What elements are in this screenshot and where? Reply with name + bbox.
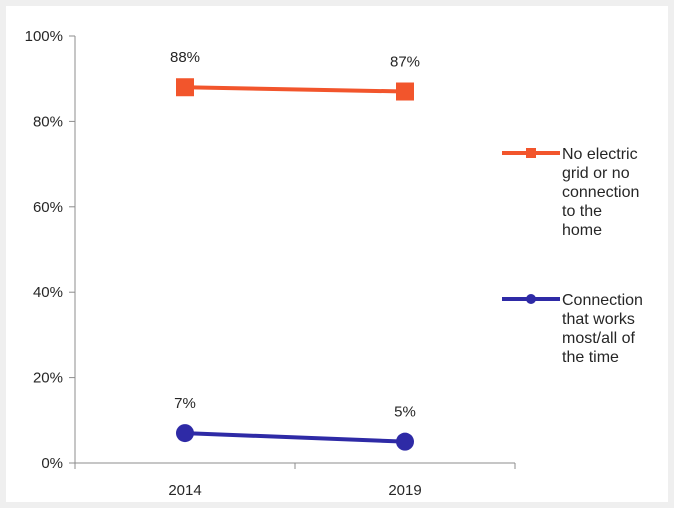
legend-label-line: to the: [562, 203, 602, 220]
series-1: 88% 87%: [170, 49, 420, 101]
data-label: 5%: [394, 404, 416, 421]
legend-label-line: grid or no: [562, 165, 630, 182]
legend-label-line: Connection: [562, 292, 643, 309]
legend-label-line: most/all of: [562, 330, 635, 347]
y-tick-label: 0%: [41, 455, 63, 472]
legend-label-line: that works: [562, 311, 635, 328]
data-point: [176, 78, 194, 97]
data-label: 7%: [174, 395, 196, 412]
y-tick-label: 60%: [33, 199, 63, 216]
legend: No electric grid or no connection to the hom…: [502, 146, 643, 366]
x-tick-label: 2014: [168, 482, 201, 499]
legend-marker: [526, 294, 536, 304]
legend-label-line: home: [562, 222, 602, 239]
series-line: [184, 85, 406, 94]
legend-label-line: connection: [562, 184, 639, 201]
legend-item-1: No electric grid or no connection to the hom…: [502, 146, 639, 239]
series-line: [184, 431, 406, 444]
legend-label-line: No electric: [562, 146, 638, 163]
data-label: 87%: [390, 54, 420, 71]
legend-label-line: the time: [562, 349, 619, 366]
y-tick-label: 40%: [33, 284, 63, 301]
legend-item-2: Connection that works most/all of the time: [502, 292, 643, 366]
y-tick-label: 100%: [25, 28, 63, 45]
series-2: 7% 5%: [174, 395, 416, 451]
data-point: [396, 82, 414, 101]
series-layer: 88% 87% 7% 5%: [170, 49, 420, 451]
data-point: [176, 424, 194, 443]
y-tick-label: 20%: [33, 370, 63, 387]
legend-label: No electric grid or no connection to the hom…: [562, 146, 639, 239]
data-label: 88%: [170, 49, 200, 66]
x-tick-label: 2019: [388, 482, 421, 499]
y-tick-label: 80%: [33, 113, 63, 130]
legend-marker: [526, 148, 536, 158]
axes: 0% 20% 40% 60% 80% 100% 2014 2019: [25, 28, 516, 499]
chart-area: [6, 6, 668, 502]
legend-label: Connection that works most/all of the time: [562, 292, 643, 366]
data-point: [396, 432, 414, 451]
